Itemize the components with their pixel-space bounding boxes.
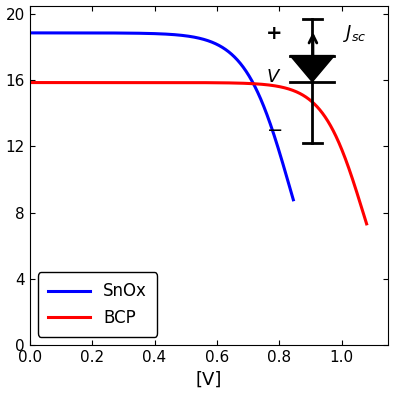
SnOx <box>291 197 296 202</box>
BCP <box>62 80 67 85</box>
Legend: SnOx, BCP: SnOx, BCP <box>38 272 157 337</box>
BCP <box>28 80 32 85</box>
BCP <box>259 82 264 87</box>
BCP <box>176 80 180 85</box>
Polygon shape <box>290 56 334 82</box>
BCP <box>290 88 295 93</box>
SnOx <box>238 61 242 65</box>
BCP <box>364 221 369 226</box>
Text: $-$: $-$ <box>266 119 282 138</box>
Line: BCP: BCP <box>30 83 366 224</box>
SnOx <box>208 39 213 44</box>
Text: +: + <box>266 24 282 43</box>
Text: $J_{sc}$: $J_{sc}$ <box>342 23 366 44</box>
SnOx <box>54 30 59 35</box>
SnOx <box>134 31 139 35</box>
BCP <box>296 90 301 95</box>
BCP <box>164 80 168 85</box>
Text: $V$: $V$ <box>266 69 281 86</box>
SnOx <box>233 56 238 60</box>
X-axis label: [V]: [V] <box>196 370 222 388</box>
Line: SnOx: SnOx <box>30 33 293 200</box>
SnOx <box>28 30 32 35</box>
SnOx <box>143 31 148 36</box>
